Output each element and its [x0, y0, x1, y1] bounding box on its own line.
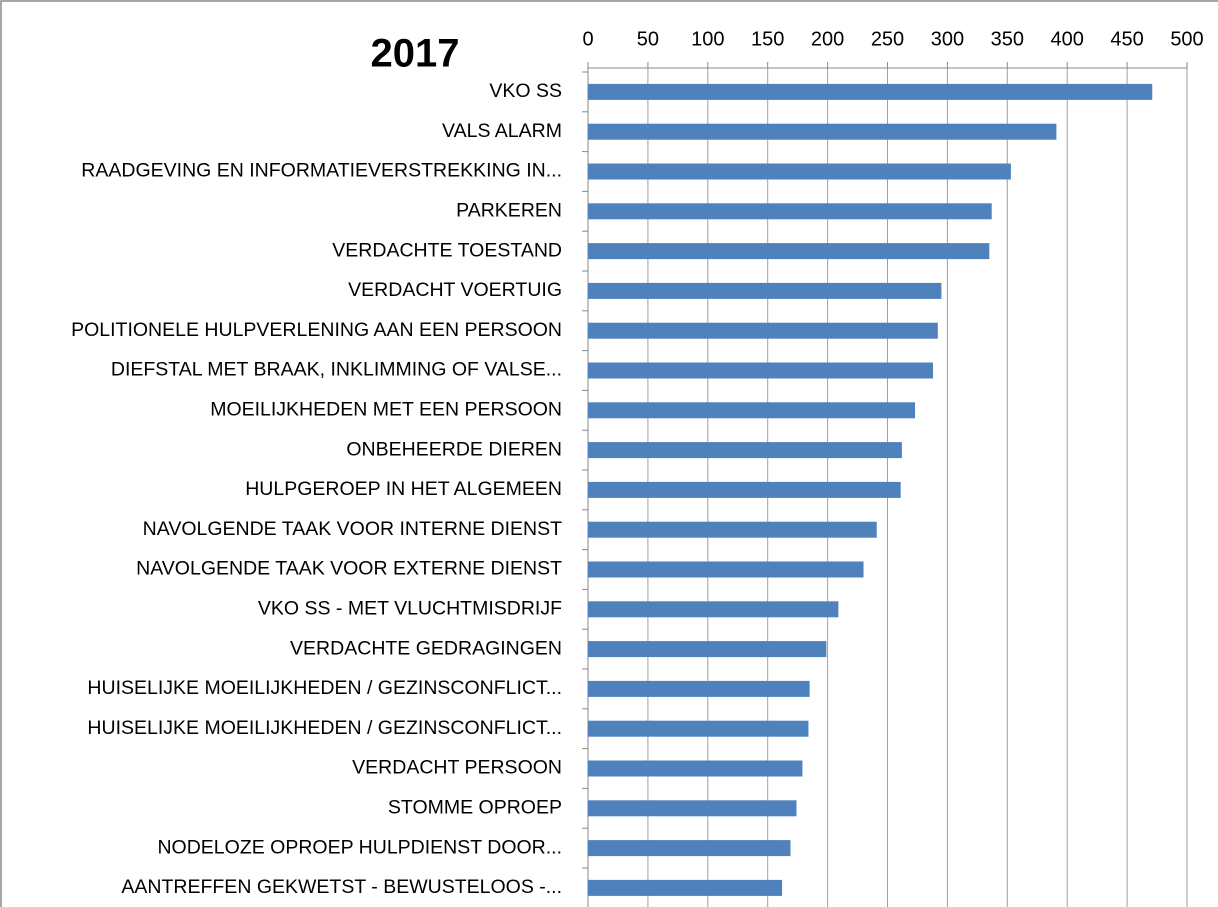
- y-tick-label: VERDACHT VOERTUIG: [348, 279, 562, 301]
- y-tick-label: NODELOZE OPROEP HULPDIENST DOOR...: [157, 836, 562, 858]
- x-tick-label: 400: [1051, 28, 1084, 50]
- bar: [588, 521, 877, 538]
- bar: [588, 879, 783, 896]
- y-tick-label: VKO SS - MET VLUCHTMISDRIJF: [258, 597, 562, 619]
- x-tick-label: 100: [691, 28, 724, 50]
- bar: [588, 442, 902, 459]
- x-tick-label: 0: [582, 28, 593, 50]
- bar: [588, 720, 809, 737]
- y-tick-label: VALS ALARM: [442, 120, 562, 142]
- y-tick-label: ONBEHEERDE DIEREN: [346, 438, 562, 460]
- bar: [588, 481, 901, 498]
- y-tick-label: AANTREFFEN GEKWETST - BEWUSTELOOS -...: [121, 876, 562, 898]
- x-tick-label: 150: [751, 28, 784, 50]
- y-tick-label: VERDACHT PERSOON: [352, 757, 562, 779]
- y-tick-label: RAADGEVING EN INFORMATIEVERSTREKKING IN.…: [81, 160, 562, 182]
- bar: [588, 203, 992, 220]
- bar: [588, 163, 1011, 180]
- y-tick-label: DIEFSTAL MET BRAAK, INKLIMMING OF VALSE.…: [111, 359, 562, 381]
- y-tick-label: NAVOLGENDE TAAK VOOR EXTERNE DIENST: [136, 558, 562, 580]
- y-tick-label: MOEILIJKHEDEN MET EEN PERSOON: [210, 398, 562, 420]
- bar: [588, 123, 1057, 140]
- x-tick-label: 500: [1170, 28, 1203, 50]
- bar: [588, 800, 797, 817]
- y-tick-label: HUISELIJKE MOEILIJKHEDEN / GEZINSCONFLIC…: [87, 677, 562, 699]
- bar: [588, 680, 810, 697]
- y-tick-label: NAVOLGENDE TAAK VOOR INTERNE DIENST: [143, 518, 562, 540]
- bar: [588, 83, 1153, 100]
- bar: [588, 402, 916, 419]
- bar: [588, 840, 791, 857]
- y-tick-label: VKO SS: [489, 80, 562, 102]
- y-tick-label: VERDACHTE GEDRAGINGEN: [290, 637, 562, 659]
- bar: [588, 601, 839, 618]
- x-tick-label: 450: [1110, 28, 1143, 50]
- y-tick-label: STOMME OPROEP: [388, 796, 562, 818]
- bar: [588, 760, 803, 777]
- bar: [588, 561, 864, 578]
- bar: [588, 322, 938, 339]
- y-tick-label: PARKEREN: [456, 199, 562, 221]
- bar: [588, 641, 827, 658]
- bar: [588, 362, 934, 379]
- y-tick-label: HUISELIJKE MOEILIJKHEDEN / GEZINSCONFLIC…: [87, 717, 562, 739]
- x-tick-label: 300: [931, 28, 964, 50]
- x-tick-label: 350: [991, 28, 1024, 50]
- chart-title: 2017: [371, 32, 460, 76]
- x-tick-label: 50: [637, 28, 659, 50]
- y-tick-label: POLITIONELE HULPVERLENING AAN EEN PERSOO…: [71, 319, 562, 341]
- x-tick-label: 250: [871, 28, 904, 50]
- y-tick-label: HULPGEROEP IN HET ALGEMEEN: [245, 478, 562, 500]
- y-tick-label: VERDACHTE TOESTAND: [332, 239, 562, 261]
- x-tick-label: 200: [811, 28, 844, 50]
- bar: [588, 282, 942, 299]
- bar: [588, 243, 990, 260]
